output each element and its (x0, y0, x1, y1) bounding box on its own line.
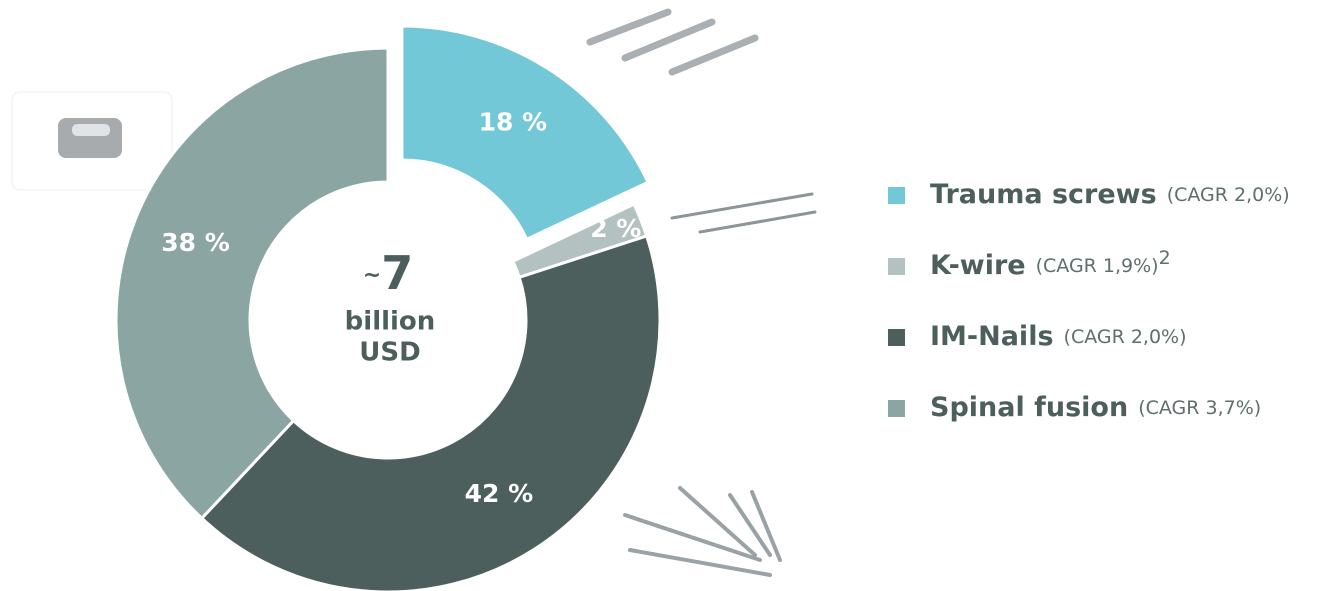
slice-label: 2 % (590, 214, 641, 243)
legend-swatch (888, 329, 905, 346)
slice-label: 42 % (465, 479, 534, 508)
legend-swatch (888, 187, 905, 204)
legend-note: (CAGR 1,9%) (1036, 255, 1159, 277)
slice-label: 38 % (161, 228, 230, 257)
donut-slice (114, 46, 390, 521)
legend-name: IM-Nails (930, 321, 1054, 352)
donut: 18 % 2 % 42 % 38 % (114, 24, 662, 591)
legend-name: Spinal fusion (930, 392, 1128, 423)
legend-swatch (888, 258, 905, 275)
center-number: 7 (381, 246, 413, 300)
center-total: ~7 billion USD (345, 246, 436, 368)
legend-entry: Spinal fusion (CAGR 3,7%) (930, 392, 1261, 423)
center-value: ~7 (363, 246, 413, 300)
legend-swatch (888, 400, 905, 417)
legend-entry: Trauma screws (CAGR 2,0%) (930, 179, 1290, 210)
product-images (11, 8, 817, 577)
legend-note: (CAGR 3,7%) (1138, 397, 1261, 419)
slice-label: 18 % (479, 107, 548, 136)
donut-slice (199, 234, 662, 591)
legend: Trauma screws (CAGR 2,0%) K-wire (CAGR 1,9%… (888, 179, 1290, 423)
center-unit: billion (345, 307, 436, 337)
legend-footnote: 2 (1159, 247, 1171, 269)
center-prefix: ~ (363, 263, 381, 288)
legend-name: Trauma screws (930, 179, 1157, 210)
legend-entry: K-wire (CAGR 1,9%)2 (930, 247, 1171, 281)
legend-note: (CAGR 2,0%) (1064, 326, 1187, 348)
legend-name: K-wire (930, 250, 1026, 281)
legend-entry: IM-Nails (CAGR 2,0%) (930, 321, 1187, 352)
center-unit: USD (359, 338, 420, 368)
legend-note: (CAGR 2,0%) (1167, 184, 1290, 206)
donut-slice (400, 24, 651, 242)
